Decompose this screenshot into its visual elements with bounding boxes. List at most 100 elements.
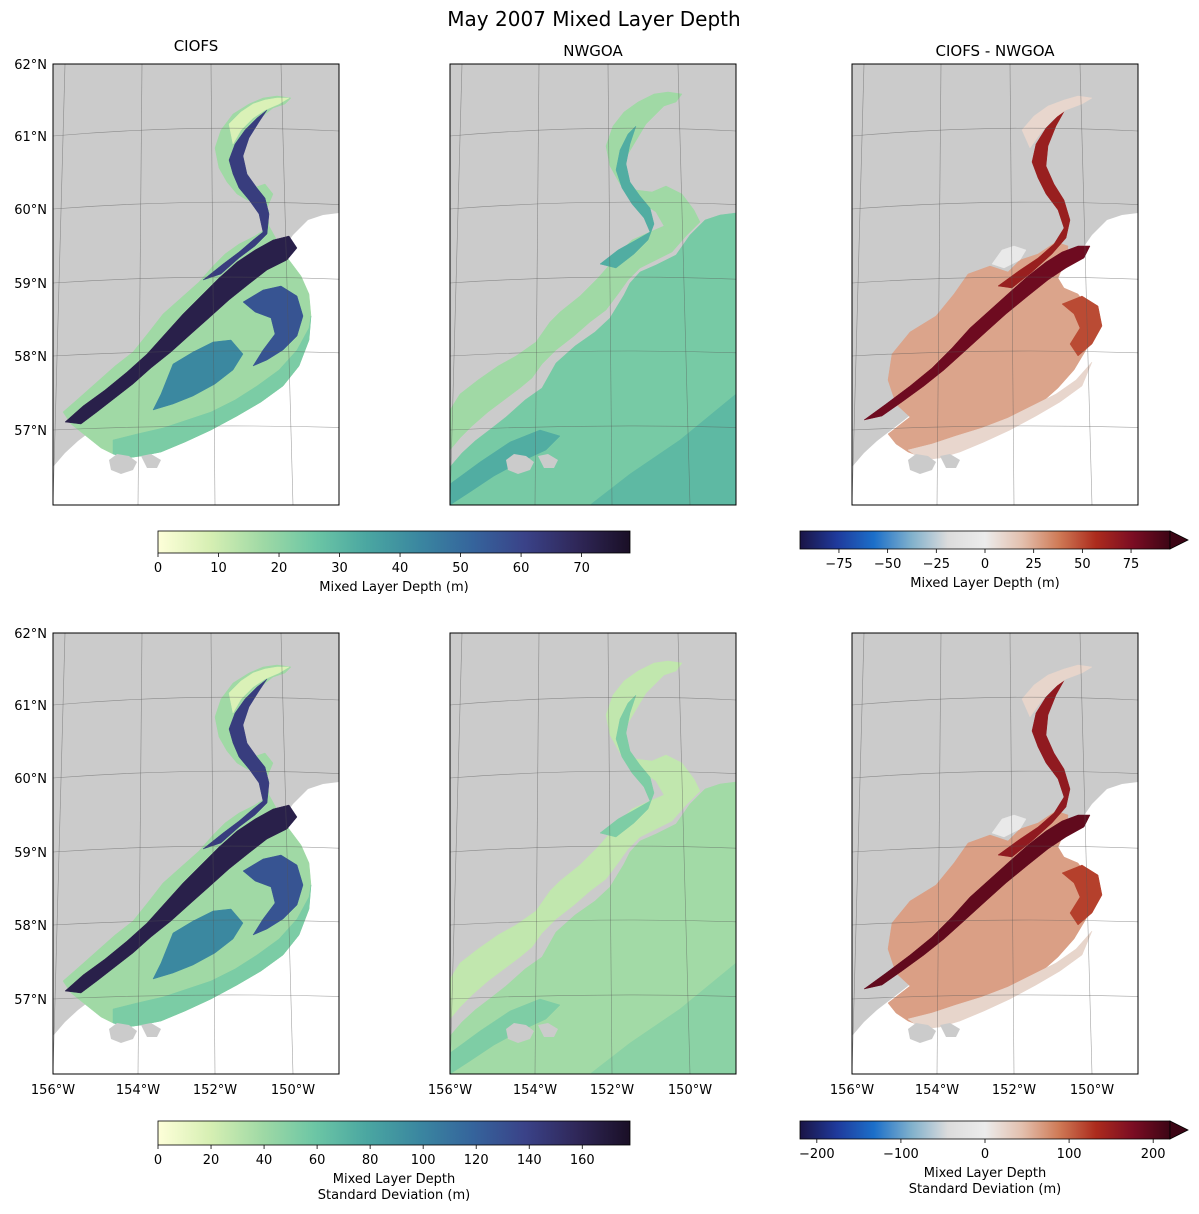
colorbar-tick-label: −100 — [883, 1147, 919, 1162]
lon-tick-labels: 156°W 154°W 152°W 150°W — [428, 1083, 712, 1098]
colorbar-tick-label: 0 — [981, 557, 989, 572]
map-frame — [52, 63, 340, 506]
graticule — [851, 63, 1139, 506]
field-region — [228, 97, 290, 145]
graticule-longitude-line — [280, 63, 294, 506]
colorbar-mean-diverging: −75 −50 −25 0 25 50 75 Mixed Layer Depth (m) — [799, 530, 1189, 591]
colorbar-tick-label: 75 — [1123, 557, 1140, 572]
std-deviation-field — [62, 664, 312, 1028]
panel-title: CIOFS - NWGOA — [935, 42, 1055, 60]
graticule-longitude-line — [449, 632, 463, 1075]
island — [908, 1023, 936, 1043]
field-region — [242, 285, 304, 367]
graticule-longitude-line — [1009, 63, 1015, 506]
colorbar-mean-sequential: 0 10 20 30 40 50 60 70 Mixed Layer Depth (m) — [154, 530, 631, 595]
field-region — [863, 245, 1091, 421]
graticule-longitude-line — [210, 632, 216, 1075]
lat-tick-label: 61°N — [14, 699, 47, 714]
graticule-latitude-line — [449, 770, 737, 779]
colorbar-tick-label: 20 — [271, 561, 288, 576]
island — [538, 1023, 558, 1037]
field-region — [991, 245, 1027, 269]
colorbar-tick-label: −200 — [799, 1147, 835, 1162]
panel-title: NWGOA — [563, 42, 623, 60]
field-region — [599, 125, 655, 269]
graticule-longitude-line — [210, 63, 216, 506]
map-islands — [109, 1023, 161, 1043]
lat-tick-label: 58°N — [14, 350, 47, 365]
lon-tick-label: 150°W — [271, 1083, 315, 1098]
island — [940, 1023, 960, 1037]
field-region — [449, 781, 737, 1075]
graticule-latitude-line — [851, 770, 1139, 779]
colorbar-tick-label: −50 — [874, 557, 901, 572]
lat-tick-label: 57°N — [14, 424, 47, 439]
field-region — [1021, 95, 1093, 149]
graticule-latitude-line — [52, 845, 340, 853]
graticule-longitude-line — [936, 63, 942, 506]
field-region — [202, 678, 270, 850]
island — [908, 454, 936, 474]
graticule-longitude-line — [607, 63, 613, 506]
field-region — [449, 212, 737, 506]
lat-tick-label: 61°N — [14, 130, 47, 145]
field-region — [1061, 295, 1103, 357]
lon-tick-label: 152°W — [992, 1083, 1036, 1098]
graticule-latitude-line — [52, 350, 340, 357]
map-frame — [52, 632, 340, 1075]
colorbar-label: Mixed Layer Depth (m) — [319, 580, 468, 595]
graticule-latitude-line — [52, 994, 340, 1000]
graticule-longitude-line — [280, 632, 294, 1075]
field-region — [228, 666, 290, 714]
colorbar-extend-arrow — [1169, 530, 1189, 550]
lat-tick-labels: 62°N 61°N 60°N 59°N 58°N 57°N — [14, 627, 47, 1008]
graticule — [52, 63, 340, 506]
graticule-latitude-line — [52, 201, 340, 210]
graticule-longitude-line — [534, 63, 540, 506]
island — [109, 1023, 137, 1043]
colorbar-tick-label: 10 — [210, 561, 227, 576]
colorbar-tick-label: 140 — [517, 1153, 542, 1168]
graticule-latitude-line — [52, 919, 340, 926]
colorbar-tick-label: 0 — [154, 1153, 162, 1168]
colorbar-tick-label: 120 — [464, 1153, 489, 1168]
graticule-latitude-line — [449, 201, 737, 210]
mixed-layer-depth-field — [62, 95, 312, 459]
field-region — [112, 884, 312, 1028]
graticule-latitude-line — [449, 127, 737, 137]
lon-tick-label: 156°W — [830, 1083, 874, 1098]
field-region — [1061, 864, 1103, 926]
graticule-longitude-line — [137, 632, 143, 1075]
island — [109, 454, 137, 474]
graticule-latitude-line — [52, 425, 340, 431]
colorbar-tick-label: 30 — [331, 561, 348, 576]
graticule — [449, 63, 737, 506]
colorbar-gradient — [799, 1120, 1171, 1140]
colorbar-tick-label: 20 — [203, 1153, 220, 1168]
colorbar-label: Mixed Layer Depth (m) — [910, 576, 1059, 591]
mixed-layer-depth-field — [449, 91, 737, 506]
island — [506, 454, 534, 474]
island — [141, 1023, 161, 1037]
island — [940, 454, 960, 468]
lat-tick-label: 62°N — [14, 627, 47, 642]
std-deviation-difference-field — [863, 664, 1103, 1030]
graticule-latitude-line — [851, 425, 1139, 431]
field-region — [599, 694, 655, 838]
lat-tick-label: 60°N — [14, 772, 47, 787]
panel-ciofs-mean: CIOFS 62°N 61°N 60°N 59°N 58°N 57°N — [14, 37, 340, 506]
graticule-latitude-line — [449, 919, 737, 926]
graticule-longitude-line — [137, 63, 143, 506]
graticule-longitude-line — [1079, 63, 1093, 506]
graticule-longitude-line — [936, 632, 942, 1075]
lon-tick-label: 156°W — [31, 1083, 75, 1098]
mixed-layer-depth-difference-field — [863, 95, 1103, 461]
graticule-latitude-line — [851, 276, 1139, 284]
graticule-longitude-line — [1009, 632, 1015, 1075]
colorbar-tick-label: 60 — [309, 1153, 326, 1168]
colorbar-tick-label: 60 — [513, 561, 530, 576]
lon-tick-label: 152°W — [590, 1083, 634, 1098]
lat-tick-label: 60°N — [14, 203, 47, 218]
graticule-longitude-line — [607, 632, 613, 1075]
field-region — [907, 930, 1093, 1030]
